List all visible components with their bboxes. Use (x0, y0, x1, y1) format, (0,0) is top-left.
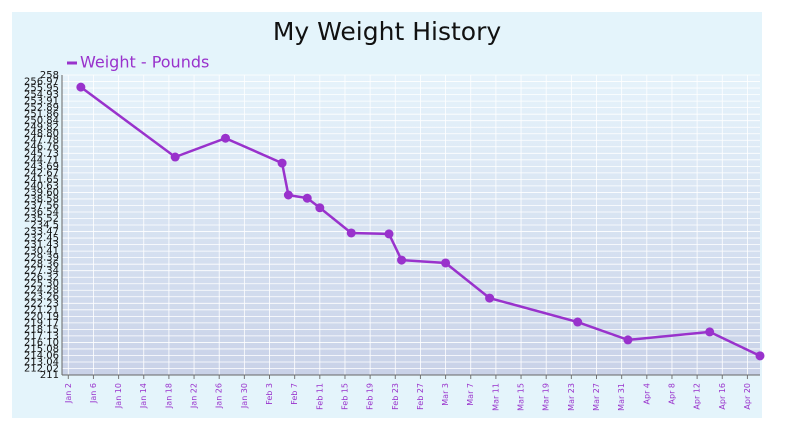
point (397, 255, 407, 265)
chart-layer: 258256.97255.95254.93253.91252.89251.862… (24, 53, 765, 411)
y-tick-label: 227.34 (24, 266, 59, 277)
y-tick-label: 219.17 (24, 318, 59, 329)
point (277, 158, 287, 168)
y-tick-label: 253.91 (24, 96, 59, 107)
x-tick-label: Apr 16 (718, 383, 727, 410)
x-tick-label: Mar 7 (466, 383, 475, 406)
x-tick-label: Mar 27 (592, 383, 601, 411)
point (315, 203, 325, 213)
y-tick-label: 243.69 (24, 161, 59, 172)
y-tick-label: 240.63 (24, 181, 59, 192)
y-tick-label: 237.56 (24, 200, 59, 211)
y-tick-label: 222.23 (24, 298, 59, 309)
y-tick-label: 212.02 (24, 363, 59, 374)
point (384, 229, 394, 239)
point (755, 351, 765, 361)
y-tick-label: 250.84 (24, 116, 59, 127)
y-tick-label: 238.58 (24, 194, 59, 205)
x-tick-label: Feb 15 (340, 383, 349, 410)
y-tick-label: 246.76 (24, 142, 59, 153)
x-tick-label: Mar 31 (617, 383, 626, 411)
chart-title: My Weight History (273, 17, 502, 46)
x-tick-label: Jan 22 (190, 383, 199, 409)
x-tick-label: Jan 30 (240, 383, 249, 409)
y-tick-label: 213.04 (24, 357, 59, 368)
y-tick-label: 229.39 (24, 253, 59, 264)
x-tick-label: Apr 4 (642, 383, 651, 404)
line (80, 86, 761, 357)
y-tick-label: 251.86 (24, 109, 59, 120)
x-tick-label: Feb 11 (315, 383, 324, 410)
y-tick-label: 232.45 (24, 233, 59, 244)
x-tick-label: Apr 8 (667, 383, 676, 404)
point (346, 228, 356, 238)
y-tick-label: 214.06 (24, 350, 59, 361)
point (573, 317, 583, 327)
y-tick-label: 258 (40, 70, 59, 81)
y-tick-label: 249.82 (24, 122, 59, 133)
x-tick-label: Mar 19 (542, 383, 551, 411)
x-tick-label: Jan 14 (139, 383, 148, 409)
y-tick-label: 224.28 (24, 285, 59, 296)
x-tick-label: Feb 27 (416, 383, 425, 410)
point (220, 133, 230, 143)
point (76, 82, 86, 92)
y-tick-label: 218.15 (24, 324, 59, 335)
y-tick-label: 233.47 (24, 227, 59, 238)
x-tick-label: Jan 18 (164, 383, 173, 409)
x-tick-label: Mar 11 (491, 383, 500, 411)
x-tick-label: Feb 19 (366, 383, 375, 410)
x-tick-label: Mar 15 (517, 383, 526, 411)
y-tick-label: 223.26 (24, 292, 59, 303)
y-tick-label: 211 (40, 370, 59, 381)
y-tick-label: 242.67 (24, 168, 59, 179)
y-tick-label: 216.10 (24, 337, 59, 348)
y-tick-label: 231.43 (24, 240, 59, 251)
y-tick-label: 239.60 (24, 187, 59, 198)
x-tick-label: Jan 26 (215, 383, 224, 409)
y-tick-label: 225.30 (24, 279, 59, 290)
point (623, 335, 633, 345)
x-tick-label: Feb 3 (265, 383, 274, 405)
y-tick-label: 254.93 (24, 90, 59, 101)
point (283, 190, 293, 200)
y-tick-label: 221.21 (24, 305, 59, 316)
x-tick-label: Jan 6 (89, 383, 98, 404)
x-tick-label: Jan 10 (114, 383, 123, 409)
point (170, 152, 180, 162)
point (485, 293, 495, 303)
y-tick-label: 220.19 (24, 311, 59, 322)
y-tick-label: 234.5 (30, 220, 59, 231)
y-tick-label: 244.71 (24, 155, 59, 166)
x-tick-label: Feb 7 (290, 383, 299, 405)
y-tick-label: 245.73 (24, 148, 59, 159)
y-tick-label: 226.32 (24, 272, 59, 283)
x-tick-label: Apr 20 (743, 383, 752, 410)
y-tick-label: 247.78 (24, 135, 59, 146)
x-tick-label: Mar 3 (441, 383, 450, 406)
y-tick-label: 235.52 (24, 213, 59, 224)
point (441, 258, 451, 268)
y-tick-label: 215.08 (24, 344, 59, 355)
y-tick-label: 241.65 (24, 174, 59, 185)
x-tick-label: Feb 23 (391, 383, 400, 410)
x-tick-label: Mar 23 (567, 383, 576, 411)
y-tick-label: 252.89 (24, 103, 59, 114)
legend-label: Weight - Pounds (80, 53, 209, 72)
point (302, 193, 312, 203)
y-tick-label: 230.41 (24, 246, 59, 257)
x-tick-label: Jan 2 (64, 383, 73, 404)
x-tick-label: Apr 12 (693, 383, 702, 410)
point (705, 327, 715, 337)
y-tick-label: 255.95 (24, 83, 59, 94)
y-tick-label: 256.97 (24, 77, 59, 88)
y-tick-label: 236.54 (24, 207, 59, 218)
y-tick-label: 228.36 (24, 259, 59, 270)
y-tick-label: 217.13 (24, 331, 59, 342)
y-tick-label: 248.80 (24, 129, 59, 140)
